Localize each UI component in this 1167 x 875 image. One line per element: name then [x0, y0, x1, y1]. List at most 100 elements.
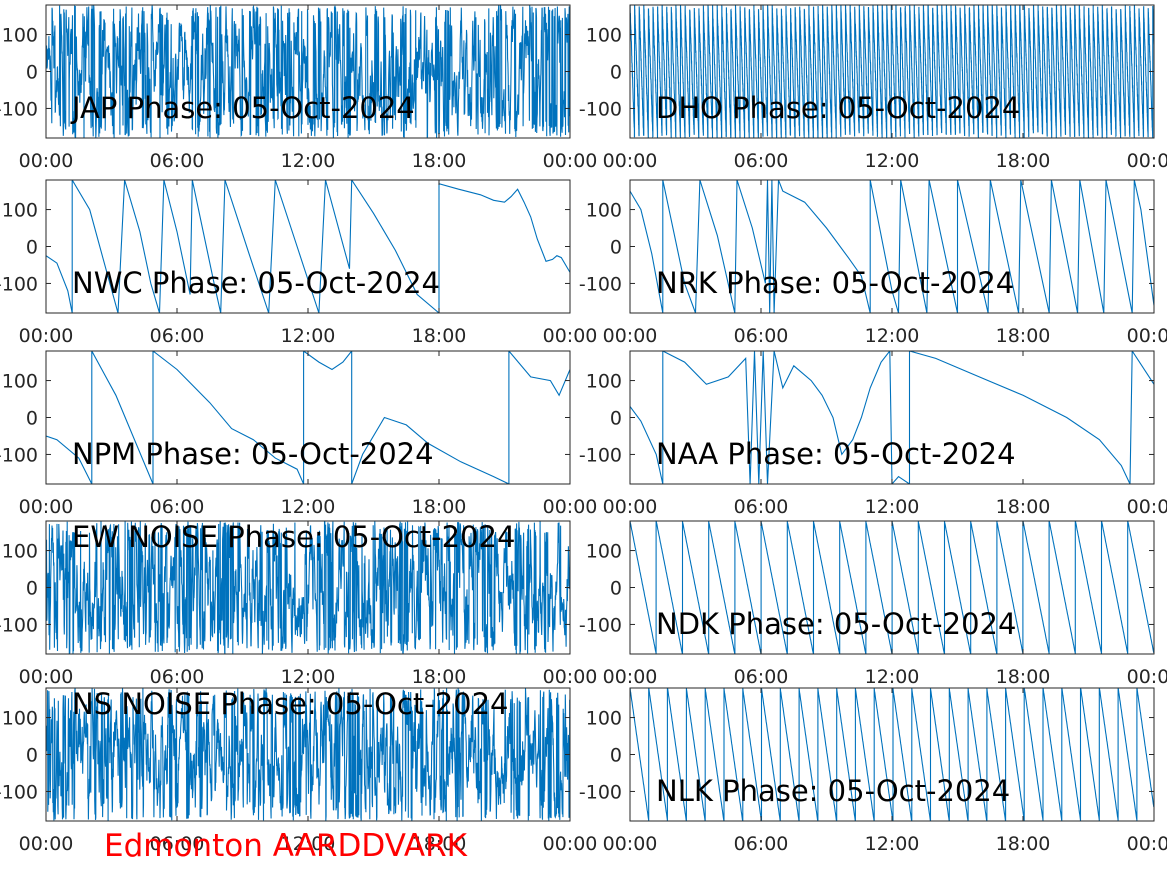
x-tick-label: 00:00 [543, 496, 598, 518]
x-tick-label: 06:00 [150, 833, 205, 855]
panel-title: NAA Phase: 05-Oct-2024 [656, 437, 1016, 471]
phase-panel-6: 100 0 -100 00:00 06:00 12:00 18:00 00:00 NAA Pha… [579, 350, 1167, 518]
phase-series-line [630, 180, 1154, 313]
phase-series-line [630, 521, 1154, 654]
x-tick-label: 00:00 [603, 150, 658, 172]
y-tick-label: -100 [579, 273, 622, 295]
phase-panel-7: 100 0 -100 00:00 06:00 12:00 18:00 00:00 EW NOIS… [0, 520, 597, 688]
x-tick-label: 00:00 [1127, 666, 1167, 688]
panel-title: DHO Phase: 05-Oct-2024 [656, 91, 1020, 125]
x-tick-label: 18:00 [412, 150, 467, 172]
phase-panel-10: 100 0 -100 00:00 06:00 12:00 18:00 00:00 NLK Pha… [579, 687, 1167, 855]
x-tick-label: 18:00 [412, 325, 467, 347]
x-tick-label: 12:00 [281, 833, 336, 855]
x-tick-label: 00:00 [19, 666, 74, 688]
x-tick-label: 12:00 [865, 833, 920, 855]
x-tick-label: 12:00 [865, 666, 920, 688]
x-tick-label: 18:00 [412, 496, 467, 518]
y-tick-label: 0 [610, 408, 622, 430]
x-tick-label: 18:00 [996, 666, 1051, 688]
y-tick-label: 0 [26, 237, 38, 259]
panel-title: NWC Phase: 05-Oct-2024 [72, 266, 440, 300]
y-tick-label: -100 [0, 273, 38, 295]
y-tick-label: -100 [0, 444, 38, 466]
x-tick-label: 00:00 [19, 833, 74, 855]
panel-title: NLK Phase: 05-Oct-2024 [656, 774, 1010, 808]
phase-series-line [46, 351, 570, 484]
x-tick-label: 06:00 [734, 496, 789, 518]
y-tick-label: 0 [610, 237, 622, 259]
x-tick-label: 00:00 [543, 150, 598, 172]
x-tick-label: 18:00 [996, 150, 1051, 172]
x-tick-label: 06:00 [150, 496, 205, 518]
x-tick-label: 06:00 [734, 150, 789, 172]
y-tick-label: 0 [26, 408, 38, 430]
x-tick-label: 06:00 [150, 325, 205, 347]
panel-title: EW NOISE Phase: 05-Oct-2024 [72, 520, 515, 554]
x-tick-label: 06:00 [734, 325, 789, 347]
y-tick-label: 100 [2, 371, 38, 393]
panel-title: NRK Phase: 05-Oct-2024 [656, 266, 1014, 300]
x-tick-label: 00:00 [603, 833, 658, 855]
phase-panel-3: 100 0 -100 00:00 06:00 12:00 18:00 00:00 NWC Pha… [0, 179, 598, 347]
y-tick-label: 0 [26, 62, 38, 84]
y-tick-label: 0 [610, 745, 622, 767]
y-tick-label: 100 [2, 541, 38, 563]
x-tick-label: 00:00 [543, 833, 598, 855]
panel-title: NDK Phase: 05-Oct-2024 [656, 607, 1016, 641]
phase-series-line [630, 5, 1154, 138]
y-tick-label: 0 [610, 62, 622, 84]
phase-series-line [630, 351, 1154, 484]
x-tick-label: 00:00 [543, 666, 598, 688]
x-tick-label: 00:00 [603, 496, 658, 518]
x-tick-label: 18:00 [412, 666, 467, 688]
x-tick-label: 00:00 [19, 496, 74, 518]
y-tick-label: 100 [2, 708, 38, 730]
phase-series-line [46, 521, 570, 654]
y-tick-label: 0 [610, 578, 622, 600]
phase-series-line [46, 5, 570, 138]
y-tick-label: -100 [579, 444, 622, 466]
panel-title: NS NOISE Phase: 05-Oct-2024 [72, 687, 509, 721]
x-tick-label: 00:00 [1127, 496, 1167, 518]
x-tick-label: 12:00 [281, 496, 336, 518]
x-tick-label: 18:00 [996, 496, 1051, 518]
phase-panel-2: 100 0 -100 00:00 06:00 12:00 18:00 00:00 DHO Pha… [579, 4, 1167, 172]
phase-series-line [46, 688, 570, 821]
y-tick-label: -100 [579, 614, 622, 636]
phase-panel-4: 100 0 -100 00:00 06:00 12:00 18:00 00:00 NRK Pha… [579, 179, 1167, 347]
phase-series-line [46, 180, 570, 313]
phase-series-line [630, 688, 1154, 821]
x-tick-label: 00:00 [543, 325, 598, 347]
station-footer: Edmonton AARDDVARK [104, 828, 468, 864]
x-tick-label: 18:00 [412, 833, 467, 855]
x-tick-label: 00:00 [19, 150, 74, 172]
x-tick-label: 06:00 [734, 666, 789, 688]
y-tick-label: 0 [26, 745, 38, 767]
x-tick-label: 12:00 [281, 666, 336, 688]
x-tick-label: 18:00 [996, 325, 1051, 347]
phase-panel-1: 100 0 -100 00:00 06:00 12:00 18:00 00:00 JAP Pha… [0, 4, 598, 172]
panel-title: NPM Phase: 05-Oct-2024 [72, 437, 434, 471]
y-tick-label: 100 [586, 25, 622, 47]
x-tick-label: 00:00 [603, 666, 658, 688]
y-tick-label: 100 [586, 708, 622, 730]
y-tick-label: 100 [2, 200, 38, 222]
y-tick-label: 100 [586, 541, 622, 563]
x-tick-label: 06:00 [734, 833, 789, 855]
x-tick-label: 00:00 [1127, 150, 1167, 172]
x-tick-label: 06:00 [150, 150, 205, 172]
y-tick-label: -100 [0, 614, 38, 636]
x-tick-label: 12:00 [865, 150, 920, 172]
phase-panel-5: 100 0 -100 00:00 06:00 12:00 18:00 00:00 NPM Pha… [0, 350, 598, 518]
x-tick-label: 00:00 [1127, 325, 1167, 347]
y-tick-label: 100 [2, 25, 38, 47]
y-tick-label: 100 [586, 200, 622, 222]
y-tick-label: -100 [579, 98, 622, 120]
y-tick-label: -100 [0, 98, 38, 120]
x-tick-label: 12:00 [865, 325, 920, 347]
y-tick-label: 0 [26, 578, 38, 600]
y-tick-label: 100 [586, 371, 622, 393]
y-tick-label: -100 [579, 781, 622, 803]
